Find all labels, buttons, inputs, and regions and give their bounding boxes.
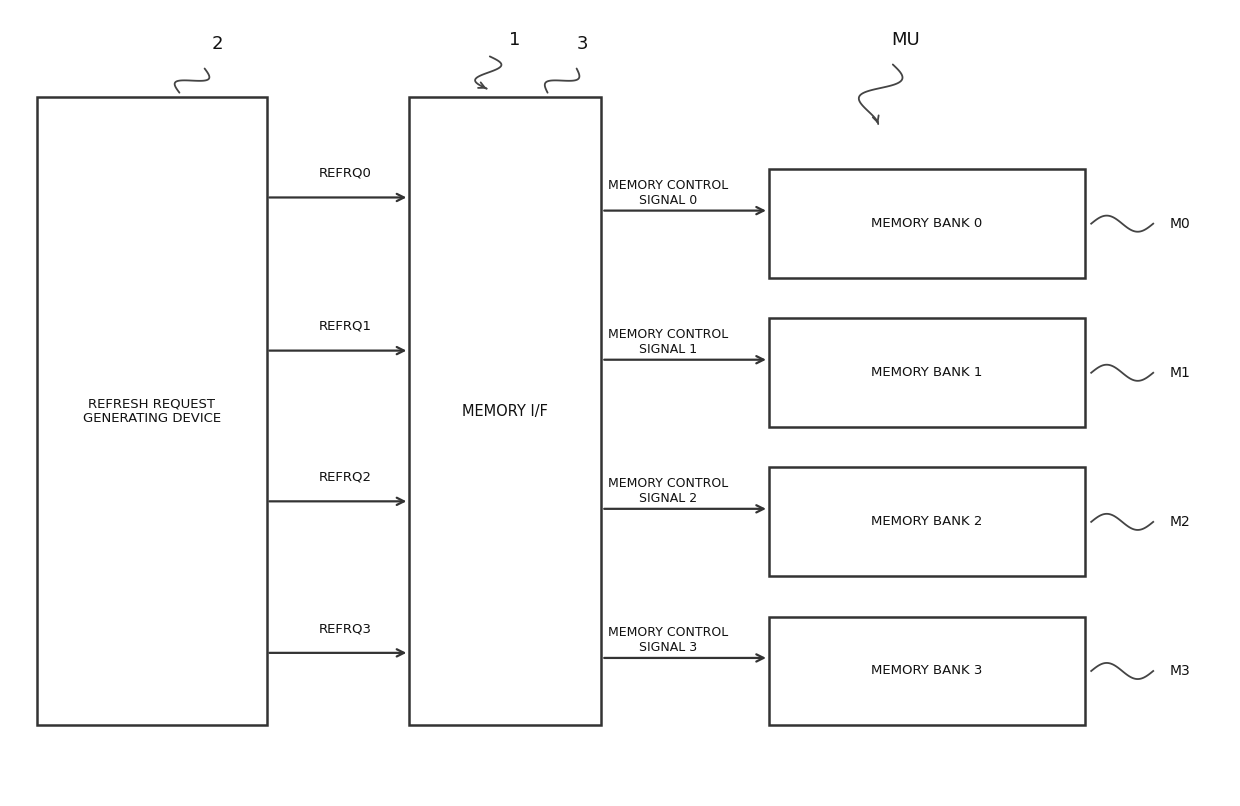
Text: MEMORY I/F: MEMORY I/F [463, 404, 548, 418]
FancyBboxPatch shape [769, 467, 1085, 576]
FancyBboxPatch shape [409, 97, 601, 725]
Text: M2: M2 [1169, 515, 1190, 529]
Text: REFRQ1: REFRQ1 [319, 320, 372, 333]
Text: MEMORY CONTROL
SIGNAL 3: MEMORY CONTROL SIGNAL 3 [608, 626, 728, 654]
Text: REFRQ2: REFRQ2 [319, 471, 372, 484]
Text: MEMORY BANK 2: MEMORY BANK 2 [872, 515, 982, 529]
Text: MU: MU [890, 31, 920, 49]
Text: MEMORY BANK 3: MEMORY BANK 3 [872, 664, 982, 678]
Text: 2: 2 [211, 35, 223, 53]
Text: REFRESH REQUEST
GENERATING DEVICE: REFRESH REQUEST GENERATING DEVICE [83, 397, 221, 425]
FancyBboxPatch shape [769, 617, 1085, 725]
Text: MEMORY BANK 0: MEMORY BANK 0 [872, 217, 982, 231]
FancyBboxPatch shape [769, 169, 1085, 278]
Text: REFRQ3: REFRQ3 [319, 622, 372, 635]
Text: 3: 3 [577, 35, 589, 53]
Text: REFRQ0: REFRQ0 [319, 167, 372, 180]
Text: M3: M3 [1169, 664, 1190, 678]
Text: M0: M0 [1169, 217, 1190, 231]
Text: M1: M1 [1169, 366, 1190, 380]
FancyBboxPatch shape [37, 97, 267, 725]
Text: MEMORY CONTROL
SIGNAL 1: MEMORY CONTROL SIGNAL 1 [608, 328, 728, 355]
Text: MEMORY CONTROL
SIGNAL 2: MEMORY CONTROL SIGNAL 2 [608, 477, 728, 505]
Text: 1: 1 [508, 31, 521, 49]
Text: MEMORY BANK 1: MEMORY BANK 1 [872, 366, 982, 380]
Text: MEMORY CONTROL
SIGNAL 0: MEMORY CONTROL SIGNAL 0 [608, 179, 728, 206]
FancyBboxPatch shape [769, 318, 1085, 427]
